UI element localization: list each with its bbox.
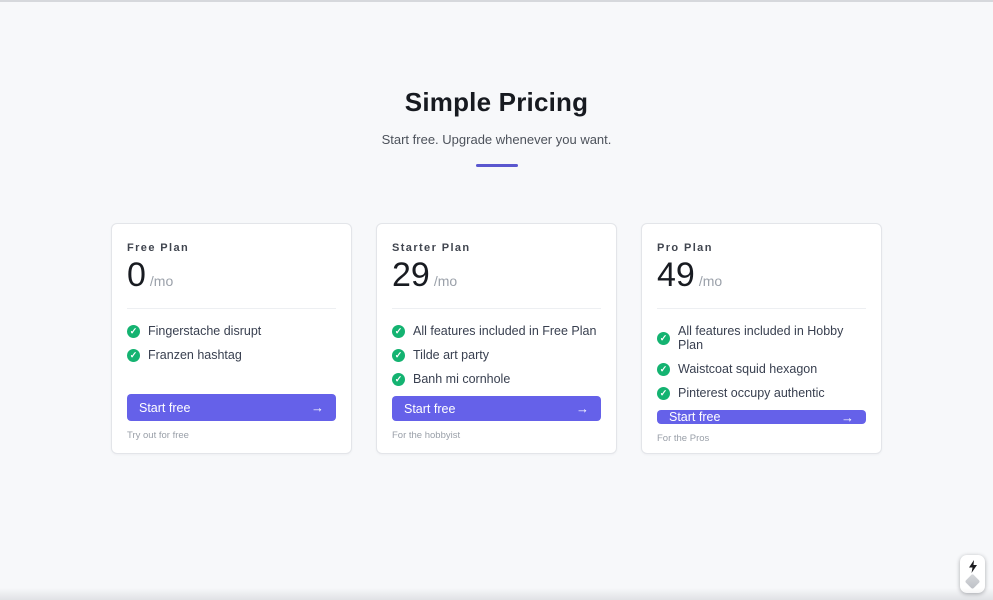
- start-free-button[interactable]: Start free →: [392, 396, 601, 421]
- card-divider: [392, 308, 601, 310]
- start-free-button[interactable]: Start free →: [127, 394, 336, 421]
- check-icon: ✓: [392, 324, 405, 338]
- check-icon: ✓: [127, 324, 140, 338]
- feature-item: ✓ All features included in Hobby Plan: [657, 324, 866, 352]
- plan-period: /mo: [149, 273, 174, 289]
- price-row: 49 /mo: [657, 256, 866, 294]
- pricing-card-starter: Starter Plan 29 /mo ✓ All features inclu…: [376, 223, 617, 454]
- cta-label: Start free: [139, 400, 191, 415]
- plan-price: 29: [392, 256, 430, 294]
- feature-label: All features included in Free Plan: [413, 324, 597, 339]
- check-icon: ✓: [657, 386, 670, 400]
- diamond-icon: [964, 573, 981, 590]
- feature-item: ✓ All features included in Free Plan: [392, 324, 601, 338]
- plan-footnote: Try out for free: [127, 430, 189, 441]
- feature-item: ✓ Tilde art party: [392, 348, 601, 362]
- lightning-bolt-icon: [968, 560, 977, 573]
- card-divider: [127, 308, 336, 310]
- feature-item: ✓ Fingerstache disrupt: [127, 324, 336, 338]
- page-subtitle: Start free. Upgrade whenever you want.: [381, 132, 612, 147]
- feature-label: Tilde art party: [413, 348, 489, 363]
- bottom-shade: [0, 588, 993, 600]
- hero-section: Simple Pricing Start free. Upgrade whene…: [0, 0, 993, 167]
- plan-period: /mo: [433, 273, 458, 289]
- feature-label: All features included in Hobby Plan: [678, 324, 844, 353]
- plan-footnote: For the hobbyist: [392, 430, 461, 441]
- feature-label: Banh mi cornhole: [413, 372, 511, 387]
- price-row: 0 /mo: [127, 256, 336, 294]
- check-icon: ✓: [392, 348, 405, 362]
- check-icon: ✓: [657, 362, 670, 376]
- card-divider: [657, 308, 866, 310]
- plan-footnote: For the Pros: [657, 433, 710, 445]
- feature-label: Waistcoat squid hexagon: [678, 362, 818, 377]
- feature-label: Pinterest occupy authentic: [678, 386, 825, 401]
- feature-list: ✓ Fingerstache disrupt ✓ Franzen hashtag: [127, 324, 336, 394]
- price-row: 29 /mo: [392, 256, 601, 294]
- feature-item: ✓ Franzen hashtag: [127, 348, 336, 362]
- plan-name: Pro Plan: [657, 242, 713, 254]
- plan-period: /mo: [698, 273, 723, 289]
- plan-price: 49: [657, 256, 695, 294]
- feature-item: ✓ Banh mi cornhole: [392, 372, 601, 386]
- cta-label: Start free: [669, 410, 721, 425]
- check-icon: ✓: [392, 372, 405, 386]
- plan-name: Starter Plan: [392, 242, 471, 254]
- feature-list: ✓ All features included in Free Plan ✓ T…: [392, 324, 601, 396]
- start-free-button[interactable]: Start free →: [657, 409, 866, 425]
- arrow-right-icon: →: [311, 400, 324, 415]
- dev-tools-widget[interactable]: [960, 555, 985, 593]
- check-icon: ✓: [127, 348, 140, 362]
- plan-price: 0: [127, 256, 146, 294]
- check-icon: ✓: [657, 331, 670, 345]
- feature-label: Fingerstache disrupt: [148, 324, 262, 339]
- feature-item: ✓ Waistcoat squid hexagon: [657, 362, 866, 376]
- page-title: Simple Pricing: [404, 87, 589, 117]
- plan-name: Free Plan: [127, 242, 190, 254]
- pricing-cards-row: Free Plan 0 /mo ✓ Fingerstache disrupt ✓…: [0, 223, 993, 454]
- pricing-card-free: Free Plan 0 /mo ✓ Fingerstache disrupt ✓…: [111, 223, 352, 454]
- feature-item: ✓ Pinterest occupy authentic: [657, 386, 866, 400]
- cta-label: Start free: [404, 401, 456, 416]
- feature-label: Franzen hashtag: [148, 348, 242, 363]
- pricing-card-pro: Pro Plan 49 /mo ✓ All features included …: [641, 223, 882, 454]
- arrow-right-icon: →: [576, 401, 589, 417]
- title-divider: [475, 164, 518, 167]
- window-top-border: [0, 0, 993, 2]
- feature-list: ✓ All features included in Hobby Plan ✓ …: [657, 324, 866, 410]
- arrow-right-icon: →: [841, 409, 854, 425]
